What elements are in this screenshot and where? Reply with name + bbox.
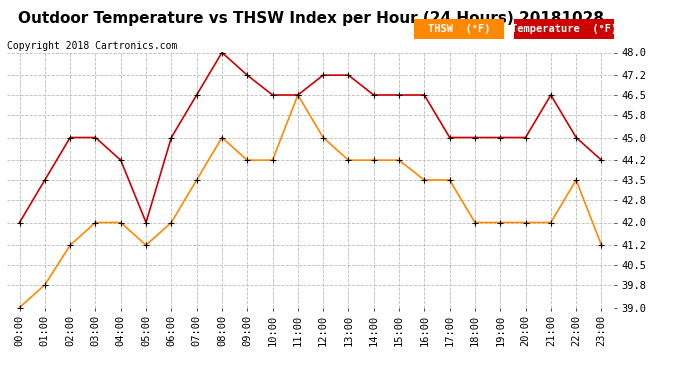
Text: Copyright 2018 Cartronics.com: Copyright 2018 Cartronics.com [7,41,177,51]
Text: Temperature  (°F): Temperature (°F) [511,24,617,34]
Text: Outdoor Temperature vs THSW Index per Hour (24 Hours) 20181028: Outdoor Temperature vs THSW Index per Ho… [17,11,604,26]
Text: THSW  (°F): THSW (°F) [428,24,490,34]
